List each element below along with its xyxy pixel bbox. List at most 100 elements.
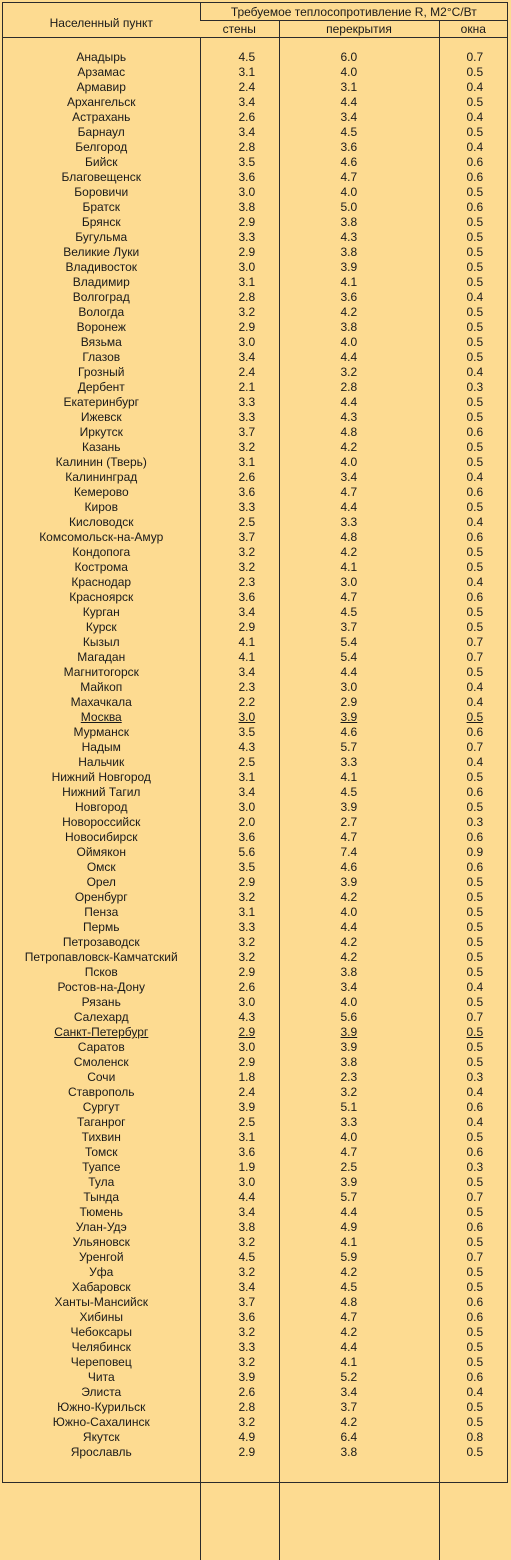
walls-value-cell: 3.1: [200, 275, 279, 290]
windows-value-cell: 0.6: [439, 785, 507, 800]
walls-value-cell: 3.2: [200, 950, 279, 965]
city-cell-underlined-text[interactable]: Москва: [81, 710, 122, 724]
city-cell: Кондопога: [3, 545, 200, 560]
walls-value-cell: 3.0: [200, 185, 279, 200]
roof-value-cell: 4.8: [279, 1295, 439, 1310]
city-cell: Ханты-Мансийск: [3, 1295, 200, 1310]
windows-value-cell: 0.5: [439, 440, 507, 455]
windows-value-cell: 0.6: [439, 1220, 507, 1235]
windows-value-cell: 0.4: [439, 470, 507, 485]
walls-value-cell: 3.6: [200, 170, 279, 185]
thermal-resistance-table: Населенный пункт Требуемое теплосопротив…: [3, 3, 507, 1560]
roof-value-cell: 4.5: [279, 1280, 439, 1295]
windows-value-cell: 0.6: [439, 860, 507, 875]
city-cell: Волгоград: [3, 290, 200, 305]
walls-value-cell: 3.1: [200, 1130, 279, 1145]
walls-value-cell: 3.3: [200, 410, 279, 425]
roof-value-cell: 4.0: [279, 1130, 439, 1145]
walls-value-cell: 3.1: [200, 905, 279, 920]
windows-value-cell: 0.5: [439, 275, 507, 290]
roof-value-cell: 3.9: [279, 875, 439, 890]
walls-value-cell: 2.9: [200, 320, 279, 335]
windows-value-cell: 0.6: [439, 530, 507, 545]
roof-value-cell: 7.4: [279, 845, 439, 860]
city-cell: Бугульма: [3, 230, 200, 245]
walls-value-cell: 3.4: [200, 1205, 279, 1220]
windows-value-cell: 0.5: [439, 320, 507, 335]
roof-value-cell: 4.7: [279, 1310, 439, 1325]
city-cell: Киров: [3, 500, 200, 515]
city-cell: Томск: [3, 1145, 200, 1160]
city-cell: Орел: [3, 875, 200, 890]
city-cell: Оренбург: [3, 890, 200, 905]
city-cell: Кызыл: [3, 635, 200, 650]
city-cell: Бийск: [3, 155, 200, 170]
roof-value-cell: 5.4: [279, 650, 439, 665]
city-cell: Калинин (Тверь): [3, 455, 200, 470]
city-cell: Рязань: [3, 995, 200, 1010]
windows-value-cell: 0.8: [439, 1430, 507, 1445]
walls-value-cell: 2.6: [200, 1385, 279, 1400]
windows-value-cell: 0.4: [439, 575, 507, 590]
roof-value-cell: 3.8: [279, 965, 439, 980]
windows-value-cell: 0.5: [439, 1355, 507, 1370]
roof-value-cell: 4.2: [279, 1325, 439, 1340]
city-cell-underlined-text[interactable]: Санкт-Петербург: [54, 1025, 148, 1039]
city-cell: Ярославль: [3, 1445, 200, 1460]
city-cell: Кисловодск: [3, 515, 200, 530]
roof-value-cell: 4.1: [279, 275, 439, 290]
city-cell: Махачкала: [3, 695, 200, 710]
walls-value-cell: 3.1: [200, 770, 279, 785]
roof-value-cell: 3.9: [279, 1025, 439, 1040]
roof-value-cell: 3.0: [279, 575, 439, 590]
roof-value-cell: 4.8: [279, 425, 439, 440]
city-cell: Воронеж: [3, 320, 200, 335]
roof-value-cell: 3.7: [279, 1400, 439, 1415]
city-cell[interactable]: Москва: [3, 710, 200, 725]
windows-value-cell: 0.5: [439, 935, 507, 950]
windows-value-cell: 0.5: [439, 875, 507, 890]
walls-value-cell: 3.2: [200, 560, 279, 575]
walls-value-cell: 3.4: [200, 95, 279, 110]
windows-value-cell: 0.6: [439, 1145, 507, 1160]
walls-value-cell: 2.8: [200, 1400, 279, 1415]
windows-value-cell: 0.5: [439, 620, 507, 635]
roof-value-cell: 4.7: [279, 590, 439, 605]
walls-value-cell: 3.2: [200, 545, 279, 560]
walls-value-cell: 3.0: [200, 710, 279, 725]
roof-value-cell: 6.0: [279, 50, 439, 65]
windows-value-cell: 0.5: [439, 1415, 507, 1430]
roof-value-cell: 4.2: [279, 1415, 439, 1430]
city-cell: Нальчик: [3, 755, 200, 770]
roof-value-cell: 4.6: [279, 155, 439, 170]
windows-value-cell: 0.5: [439, 455, 507, 470]
city-cell: Пенза: [3, 905, 200, 920]
city-cell[interactable]: Санкт-Петербург: [3, 1025, 200, 1040]
walls-value-cell: 2.8: [200, 290, 279, 305]
city-cell: Казань: [3, 440, 200, 455]
windows-value-cell: 0.4: [439, 695, 507, 710]
roof-value-cell: 4.0: [279, 455, 439, 470]
roof-value-cell: 4.2: [279, 545, 439, 560]
windows-value-cell: 0.3: [439, 1160, 507, 1175]
walls-value-cell: 3.2: [200, 1235, 279, 1250]
roof-value-cell: 4.1: [279, 770, 439, 785]
walls-value-cell: 3.6: [200, 590, 279, 605]
roof-value-cell: 2.9: [279, 695, 439, 710]
